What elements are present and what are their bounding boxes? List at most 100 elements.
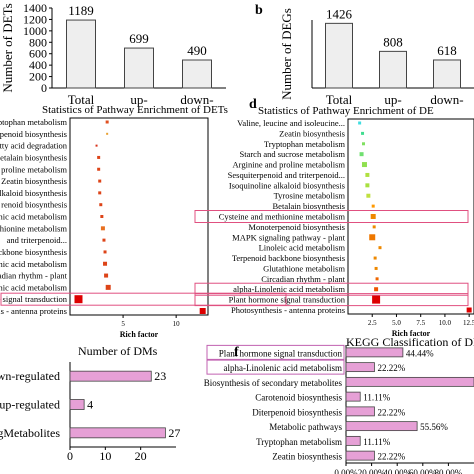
bar (345, 347, 404, 358)
category-label: own-regulated (0, 369, 60, 383)
bar-data-label: 27 (168, 426, 180, 440)
x-category-label: up- (384, 92, 401, 107)
bar-data-label: 44.44% (406, 348, 434, 358)
x-tick-label: 7.5 (416, 319, 425, 327)
pathway-label: Zeatin biosynthesis (1, 176, 67, 186)
pathway-label: Photosynthesis - antenna proteins (231, 305, 345, 315)
pathway-point (99, 203, 103, 207)
bar (66, 19, 96, 89)
highlight-box (194, 282, 469, 296)
y-tick-label: 0 (41, 81, 47, 95)
x-tick-label: 0.00% (334, 468, 358, 474)
pathway-label: e signal transduction (0, 294, 68, 304)
pathway-point (106, 132, 109, 135)
pathway-label: atty acid degradation (0, 141, 68, 151)
bar (345, 406, 375, 417)
y-axis-title: Number of DEGs (279, 8, 294, 100)
pathway-point (361, 162, 367, 168)
pathway-point (362, 142, 366, 146)
panel-c: Statistics of Pathway Enrichment of DETs… (0, 104, 287, 339)
pathway-point (374, 287, 379, 292)
category-label: Biosynthesis of secondary metabolites (204, 378, 343, 388)
pathway-point (365, 172, 370, 177)
pathway-label: ryptophan metabolism (0, 117, 67, 127)
bar (345, 435, 361, 446)
bar (325, 22, 353, 89)
category-label: Zeatin biosynthesis (272, 452, 342, 462)
x-category-label: Total (68, 92, 95, 107)
pathway-label: Circadian rhythm - plant (261, 274, 345, 284)
chart-title: Statistics of Pathway Enrichment of DE (258, 105, 434, 117)
plot-frame (347, 118, 474, 315)
bar-data-label: 22.22% (377, 363, 405, 373)
bar-data-label: 55.56% (420, 422, 448, 432)
bar (345, 450, 375, 461)
pathway-point (100, 226, 105, 231)
panel-d: d Statistics of Pathway Enrichment of DE… (194, 97, 474, 338)
bar-data-label: 11.11% (363, 393, 391, 403)
bar-value-label: 808 (383, 34, 403, 49)
category-label: Tryptophan metabolism (256, 437, 342, 447)
pathway-point (378, 246, 382, 250)
pathway-label: Isoquinoline alkaloid biosynthesis (229, 180, 345, 190)
x-tick-label: 10.0 (439, 319, 452, 327)
x-tick-label: 5.0 (392, 319, 401, 327)
pathway-point (103, 250, 107, 254)
y-axis-title: Number of DETs (0, 3, 15, 92)
bar-data-label: 11.11% (363, 437, 391, 447)
pathway-point (199, 308, 206, 314)
pathway-point (105, 120, 109, 124)
panel-e: Number of DMs own-regulated 23 up-regulated… (0, 344, 180, 463)
bar-value-label: 1426 (326, 6, 353, 21)
pathway-label: Zeatin biosynthesis (279, 128, 345, 138)
pathway-label: olenic acid metabolism (0, 282, 67, 292)
pathway-label: and triterpenoid... (7, 235, 67, 245)
pathway-label: Valine, leucine and isoleucine... (237, 118, 345, 128)
y-tick-label: 1000 (23, 24, 47, 38)
x-tick-label: 5 (121, 320, 125, 328)
pathway-point (359, 152, 364, 157)
pathway-point (369, 234, 376, 241)
panel-f: f KEGG Classification of DMsPlant hormon… (204, 335, 474, 474)
x-tick-label: 10 (99, 449, 111, 463)
pathway-point (375, 277, 379, 281)
pathway-label: Betalain biosynthesis (0, 152, 67, 162)
pathway-label: backbone biosynthesis (0, 247, 67, 257)
category-label: up-regulated (0, 398, 60, 412)
pathway-label: erpenoid biosynthesis (0, 129, 67, 139)
category-label: Plant hormone signal transduction (219, 348, 343, 358)
bar-data-label: 4 (87, 398, 93, 412)
x-tick-label: 60.00% (409, 468, 437, 474)
panel-label-b: b (255, 3, 263, 18)
y-tick-label: 200 (29, 70, 47, 84)
plot-frame (69, 117, 209, 316)
pathway-label: adian rhythm - plant (0, 271, 68, 281)
pathway-label: Monoterpenoid biosynthesis (248, 222, 345, 232)
pathway-point (74, 295, 83, 304)
x-tick-label: 0 (67, 449, 73, 463)
pathway-point (358, 121, 362, 125)
pathway-label: Tyrosine metabolism (274, 191, 346, 201)
pathway-point (104, 273, 109, 278)
x-tick-label: 20.00% (358, 468, 386, 474)
bar (69, 427, 166, 439)
highlight-box (194, 210, 469, 223)
pathway-point (97, 167, 101, 171)
pathway-label: MAPK signaling pathway - plant (232, 232, 345, 242)
pathway-point (466, 307, 472, 313)
panel-b: b 1426 Total 808 up- 618 down- Number of DEGs (255, 3, 474, 107)
pathway-point (97, 155, 101, 159)
category-label: sigMetabolites (0, 426, 60, 440)
pathway-point (105, 284, 111, 290)
bar-value-label: 699 (129, 31, 149, 46)
pathway-point (372, 225, 376, 229)
pathway-label: Arginine and proline metabolism (233, 160, 346, 170)
x-axis-title: Rich factor (120, 330, 159, 339)
pathway-point (372, 295, 381, 304)
pathway-label: is - antenna proteins (0, 306, 67, 316)
pathway-label: alpha-Linolenic acid metabolism (233, 284, 345, 294)
category-label: Diterpenoid biosynthesis (252, 407, 342, 417)
pathway-point (103, 261, 108, 266)
bar (433, 59, 461, 89)
